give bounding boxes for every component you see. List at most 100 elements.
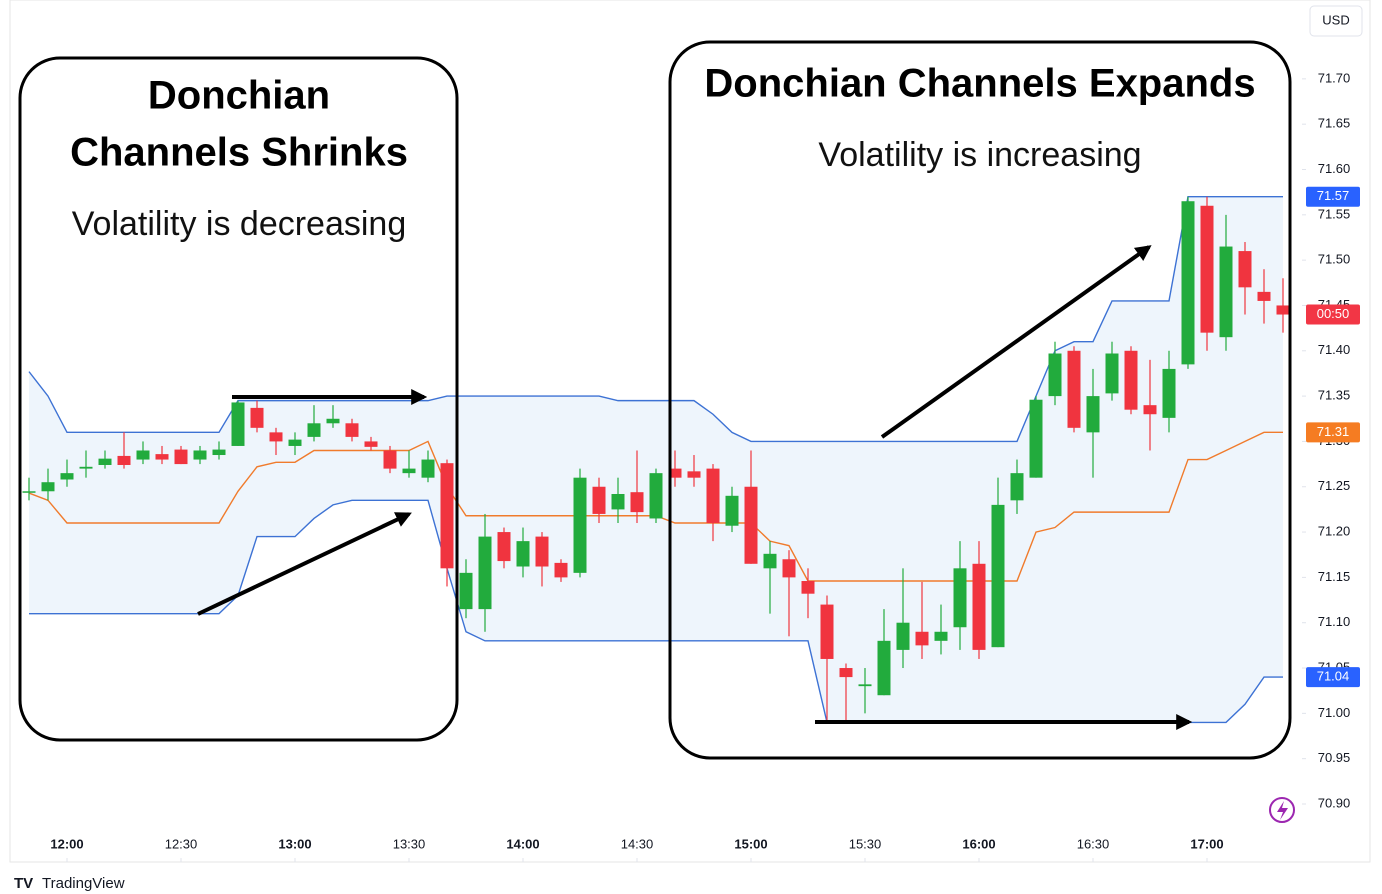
candle-body [687,471,701,478]
candle-body [1257,291,1271,301]
price-label: 00:50 [1317,306,1350,321]
candle-body [1124,350,1138,410]
currency-label: USD [1322,12,1349,27]
candle-body [136,450,150,460]
y-tick-label: 71.55 [1318,206,1351,221]
y-tick-label: 71.60 [1318,161,1351,176]
candle-body [22,491,36,493]
candle-body [155,454,169,460]
candle-body [972,563,986,650]
annotation-box [18,56,459,742]
candle-body [307,423,321,437]
candle-body [193,450,207,460]
x-tick-label: 13:00 [278,836,311,851]
lightning-icon-bolt [1277,801,1288,820]
candle-body [497,532,511,562]
candle-body [288,439,302,446]
candle-body [858,684,872,687]
candle-body [1143,405,1157,415]
candle-body [478,536,492,610]
y-tick-label: 70.90 [1318,795,1351,810]
candle-body [1029,399,1043,478]
candle-body [1048,353,1062,397]
candle-body [801,581,815,594]
x-tick-label: 15:00 [734,836,767,851]
arrow [880,245,1152,439]
y-tick-label: 71.10 [1318,614,1351,629]
y-tick-label: 71.65 [1318,116,1351,131]
y-tick-label: 71.50 [1318,252,1351,267]
candle-body [1276,305,1290,315]
annotation-subtitle: Volatility is increasing [818,136,1141,174]
axes: 70.9070.9571.0071.0571.1071.1571.2071.25… [50,70,1360,862]
x-tick-label: 16:30 [1077,836,1110,851]
candle-body [1162,368,1176,418]
candle-body [516,541,530,567]
y-tick-label: 71.35 [1318,388,1351,403]
candle-body [1181,201,1195,365]
candle-body [554,562,568,578]
candle-body [573,477,587,573]
candle-body [649,473,663,519]
candle-body [174,449,188,465]
price-label-box [1306,304,1360,325]
annotation-title: Donchian Channels Expands [704,62,1255,106]
x-tick-label: 15:30 [849,836,882,851]
price-label-box [1306,186,1360,207]
x-tick-label: 17:00 [1190,836,1223,851]
candle-body [269,432,283,442]
x-tick-label: 12:00 [50,836,83,851]
brand-name: TradingView [42,875,125,892]
y-tick-label: 71.25 [1318,478,1351,493]
candle-body [706,468,720,524]
annotation-title: Donchian [148,74,330,118]
candle-body [421,459,435,478]
candle-body [98,458,112,465]
candle-body [877,640,891,696]
candle-body [459,572,473,610]
candle-body [79,466,93,469]
candle-body [212,449,226,456]
candle-body [915,631,929,646]
candle-body [1238,251,1252,288]
candle-body [364,441,378,447]
arrow [197,512,412,616]
x-tick-label: 16:00 [962,836,995,851]
candle-body [250,407,264,428]
y-tick-label: 70.95 [1318,750,1351,765]
brand-logo: TV [14,875,33,892]
x-tick-label: 13:30 [393,836,426,851]
candle-body [934,631,948,641]
candle-body [592,486,606,514]
candle-body [630,492,644,513]
y-tick-label: 71.15 [1318,569,1351,584]
candle-body [60,473,74,480]
candle-body [953,568,967,628]
y-tick-label: 71.40 [1318,342,1351,357]
candle-body [1105,353,1119,394]
candle-body [402,468,416,474]
candle-body [1067,350,1081,428]
candle-body [611,493,625,510]
price-label: 71.31 [1317,424,1350,439]
price-label: 71.57 [1317,188,1350,203]
candle-body [763,553,777,569]
candle-body [41,482,55,492]
lightning-icon[interactable] [1269,797,1295,823]
candle-body [839,668,853,678]
annotation-box [668,40,1292,760]
x-tick-label: 14:00 [506,836,539,851]
candle-body [668,468,682,478]
y-tick-label: 71.00 [1318,705,1351,720]
price-label-box [1306,667,1360,688]
candle-body [1219,246,1233,338]
price-label-box [1306,422,1360,443]
annotation-subtitle: Volatility is decreasing [72,205,407,243]
currency-button[interactable] [1309,5,1363,37]
candle-body [991,504,1005,648]
candle-body [383,450,397,469]
x-tick-label: 12:30 [165,836,198,851]
candle-body [782,559,796,578]
channel-fill [29,196,1283,723]
